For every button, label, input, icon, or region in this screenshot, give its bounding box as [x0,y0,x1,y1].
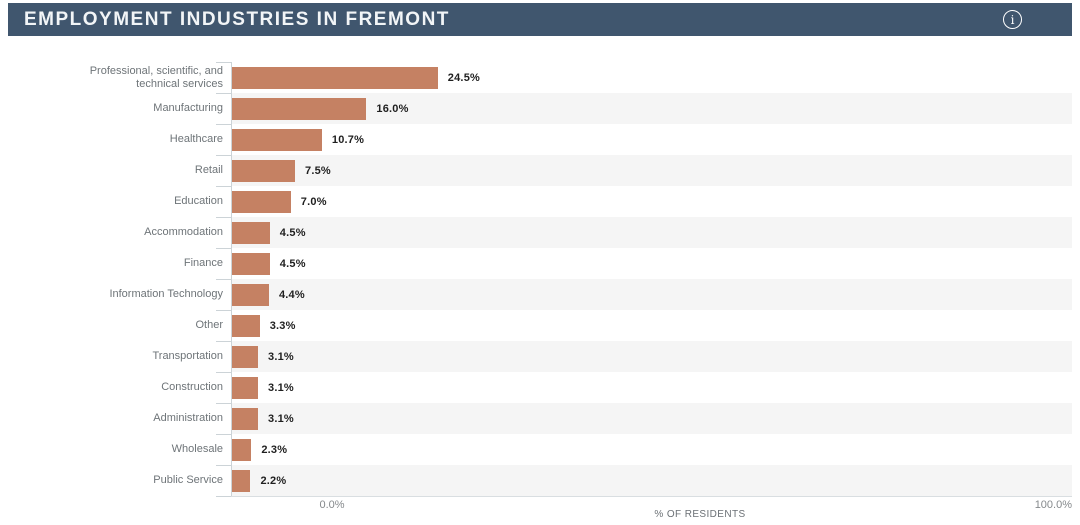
category-label: Construction [161,381,223,393]
axis-tick [216,496,231,497]
axis-tick [216,217,231,218]
plot-area: 2.3% [231,434,1072,465]
bar[interactable] [232,190,291,213]
chart-row: Finance 4.5% [8,248,1072,279]
axis-tick [216,434,231,435]
bar[interactable] [232,376,259,399]
axis-tick [216,186,231,187]
plot-area: 3.3% [231,310,1072,341]
chart-rows: Professional, scientific, and technical … [8,62,1072,496]
axis-tick [216,403,231,404]
chart-row: Public Service 2.2% [8,465,1072,496]
bar-value-label: 7.5% [305,164,331,177]
axis-tick [216,93,231,94]
plot-area: 7.0% [231,186,1072,217]
chart-row: Construction 3.1% [8,372,1072,403]
category-label: Accommodation [144,226,223,238]
bar-value-label: 16.0% [376,102,409,115]
chart-row: Information Technology 4.4% [8,279,1072,310]
plot-area: 4.5% [231,248,1072,279]
chart-title: EMPLOYMENT INDUSTRIES IN FREMONT [24,8,450,30]
x-axis-tick-max: 100.0% [1034,499,1072,511]
bar[interactable] [232,128,322,151]
category-label: Administration [153,412,223,424]
chart-row: Wholesale 2.3% [8,434,1072,465]
category-label: Manufacturing [153,102,223,114]
bar[interactable] [232,314,260,337]
bar-value-label: 4.5% [279,226,306,239]
category-label: Transportation [152,350,223,362]
chart-row: Accommodation 4.5% [8,217,1072,248]
category-label: Information Technology [109,288,223,300]
category-label: Retail [194,164,223,176]
category-label: Other [195,319,223,331]
plot-area: 3.1% [231,341,1072,372]
bar-value-label: 3.1% [268,412,294,425]
plot-area: 7.5% [231,155,1072,186]
category-label: Public Service [153,474,223,486]
plot-area: 24.5% [231,62,1072,93]
bar[interactable] [232,221,270,244]
bar-value-label: 4.4% [278,288,305,301]
plot-area: 16.0% [231,93,1072,124]
bar[interactable] [232,438,252,461]
category-label: Healthcare [169,133,223,145]
chart-row: Other 3.3% [8,310,1072,341]
chart-row: Healthcare 10.7% [8,124,1072,155]
axis-tick [216,310,231,311]
bar-value-label: 10.7% [331,133,365,146]
axis-tick [216,124,231,125]
bar-value-label: 24.5% [447,71,480,84]
axis-tick [216,248,231,249]
chart-row: Transportation 3.1% [8,341,1072,372]
bar-value-label: 3.1% [268,381,294,394]
bar[interactable] [232,159,295,182]
axis-tick [216,465,231,466]
axis-tick [216,62,231,63]
x-axis-tick-min: 0.0% [319,499,345,511]
category-label: Wholesale [171,443,223,455]
bar[interactable] [232,469,251,492]
axis-tick [216,279,231,280]
bar[interactable] [232,407,259,430]
bar-value-label: 2.3% [261,443,288,456]
chart-row: Retail 7.5% [8,155,1072,186]
bar-value-label: 3.3% [269,319,296,332]
chart-row: Education 7.0% [8,186,1072,217]
category-label: Professional, scientific, and technical … [89,64,223,90]
axis-tick [216,155,231,156]
plot-area: 4.5% [231,217,1072,248]
category-label: Finance [183,257,223,269]
chart-row: Professional, scientific, and technical … [8,62,1072,93]
x-axis-title: % OF RESIDENTS [654,509,746,520]
x-axis-line [231,496,1072,497]
bar[interactable] [232,97,367,120]
bar[interactable] [232,345,259,368]
plot-area: 10.7% [231,124,1072,155]
bar[interactable] [232,283,269,306]
bar[interactable] [232,252,270,275]
info-icon[interactable]: i [1003,10,1022,29]
bar[interactable] [232,66,438,89]
chart-row: Manufacturing 16.0% [8,93,1072,124]
axis-tick [216,372,231,373]
axis-tick [216,341,231,342]
plot-area: 3.1% [231,372,1072,403]
category-label: Education [174,195,223,207]
chart-header: EMPLOYMENT INDUSTRIES IN FREMONT i [8,3,1072,36]
plot-area: 2.2% [231,465,1072,496]
plot-area: 4.4% [231,279,1072,310]
chart-row: Administration 3.1% [8,403,1072,434]
plot-area: 3.1% [231,403,1072,434]
bar-value-label: 2.2% [260,474,287,487]
bar-value-label: 7.0% [300,195,327,208]
bar-value-label: 4.5% [279,257,306,270]
bar-value-label: 3.1% [268,350,294,363]
